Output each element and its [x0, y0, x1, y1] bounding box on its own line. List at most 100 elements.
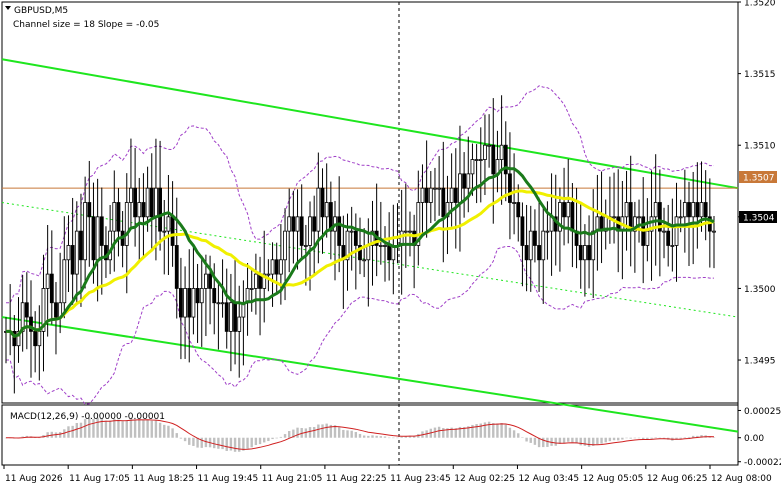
candle-body — [199, 288, 204, 304]
time-tick-label: 11 Aug 21:05 — [262, 474, 323, 484]
macd-histogram-bar — [204, 437, 208, 448]
macd-histogram-bar — [163, 424, 166, 438]
candle-body — [699, 202, 704, 218]
candle-body — [33, 330, 38, 347]
candle-body — [174, 245, 179, 289]
candle-body — [237, 316, 242, 332]
candle-body — [508, 173, 512, 203]
candle-body — [528, 230, 533, 261]
macd-histogram-bar — [621, 437, 624, 440]
candle-body — [29, 316, 33, 332]
candle-body — [287, 216, 292, 232]
candle-body — [366, 245, 371, 261]
candle-body — [657, 202, 662, 232]
macd-histogram-bar — [329, 424, 333, 438]
macd-histogram-bar — [529, 437, 532, 443]
price-tick-label: 1.3515 — [744, 70, 776, 80]
macd-histogram-bar — [433, 427, 437, 438]
macd-histogram-bar — [483, 422, 487, 438]
macd-histogram-bar — [396, 437, 399, 439]
bollinger-lower-band — [6, 246, 714, 405]
macd-histogram-bar — [700, 435, 703, 438]
macd-histogram-bar — [658, 437, 662, 439]
macd-histogram-bar — [642, 437, 645, 440]
candle-body — [491, 144, 496, 175]
green-moving-average-line — [6, 166, 715, 338]
macd-histogram-bar — [312, 427, 316, 438]
macd-histogram-bar — [279, 436, 283, 438]
macd-histogram-bar — [117, 419, 120, 438]
macd-histogram-bar — [646, 437, 649, 440]
candle-body — [278, 259, 283, 275]
macd-histogram-bar — [450, 427, 453, 438]
macd-histogram-bar — [246, 437, 249, 449]
macd-histogram-bar — [233, 437, 237, 452]
candle-body — [337, 216, 342, 246]
macd-histogram-bar — [446, 428, 449, 438]
price-tick-label: 1.3500 — [744, 285, 776, 295]
candle-body — [191, 288, 196, 318]
candle-body — [349, 230, 354, 233]
macd-histogram-bar — [33, 437, 37, 439]
candle-body — [653, 202, 658, 218]
candle-body — [687, 202, 691, 218]
macd-histogram-bar — [371, 435, 374, 438]
macd-histogram-bar — [550, 437, 553, 446]
candle-body — [345, 230, 350, 261]
macd-histogram-bar — [454, 428, 457, 438]
candle-body — [70, 245, 75, 275]
candle-body — [474, 159, 479, 161]
candle-body — [512, 202, 516, 204]
candle-body — [358, 245, 362, 261]
candle-body — [378, 245, 383, 247]
candle-body — [487, 144, 492, 147]
macd-histogram-bar — [175, 433, 178, 438]
macd-histogram-bar — [496, 423, 499, 438]
candle-body — [158, 187, 162, 232]
candle-body — [274, 259, 279, 275]
macd-histogram-bar — [229, 437, 233, 451]
candle-body — [632, 216, 637, 232]
macd-histogram-bar — [679, 437, 682, 439]
candle-body — [253, 273, 258, 289]
candle-body — [558, 202, 562, 232]
candle-body — [124, 202, 129, 246]
macd-histogram-bar — [88, 417, 91, 438]
macd-histogram-bar — [504, 424, 507, 438]
candle-body — [503, 144, 508, 175]
macd-histogram-bar — [712, 437, 716, 438]
candle-body — [95, 216, 100, 261]
macd-tick-label: 0.00 — [744, 434, 764, 444]
candle-body — [224, 302, 229, 332]
candlesticks-layer — [4, 95, 716, 394]
candle-body — [312, 216, 317, 232]
collapse-triangle-icon[interactable] — [5, 6, 11, 10]
macd-histogram-bar — [325, 423, 328, 438]
macd-histogram-bar — [267, 437, 270, 442]
price-tick-label: 1.3520 — [744, 0, 776, 9]
candle-body — [383, 245, 387, 247]
candle-body — [470, 159, 475, 175]
macd-histogram-bar — [263, 437, 266, 443]
candle-body — [582, 245, 587, 261]
macd-histogram-bar — [617, 437, 620, 441]
candle-body — [141, 202, 146, 218]
candle-body — [437, 187, 442, 190]
macd-histogram-bar — [92, 418, 95, 438]
macd-histogram-bar — [437, 426, 441, 438]
macd-histogram-bar — [304, 428, 308, 438]
macd-histogram-bar — [558, 437, 562, 444]
macd-histogram-bar — [254, 437, 258, 446]
macd-histogram-bar — [383, 436, 387, 438]
macd-label: MACD(12,26,9) -0.00000 -0.00001 — [10, 412, 165, 422]
macd-histogram-bar — [687, 436, 691, 438]
candle-body — [79, 230, 83, 261]
macd-panel-frame — [1, 404, 739, 466]
candle-body — [408, 230, 412, 233]
candle-body — [587, 245, 591, 261]
macd-histogram-bar — [275, 437, 278, 439]
time-tick-label: 12 Aug 08:00 — [711, 474, 772, 484]
macd-histogram-bar — [404, 436, 408, 438]
